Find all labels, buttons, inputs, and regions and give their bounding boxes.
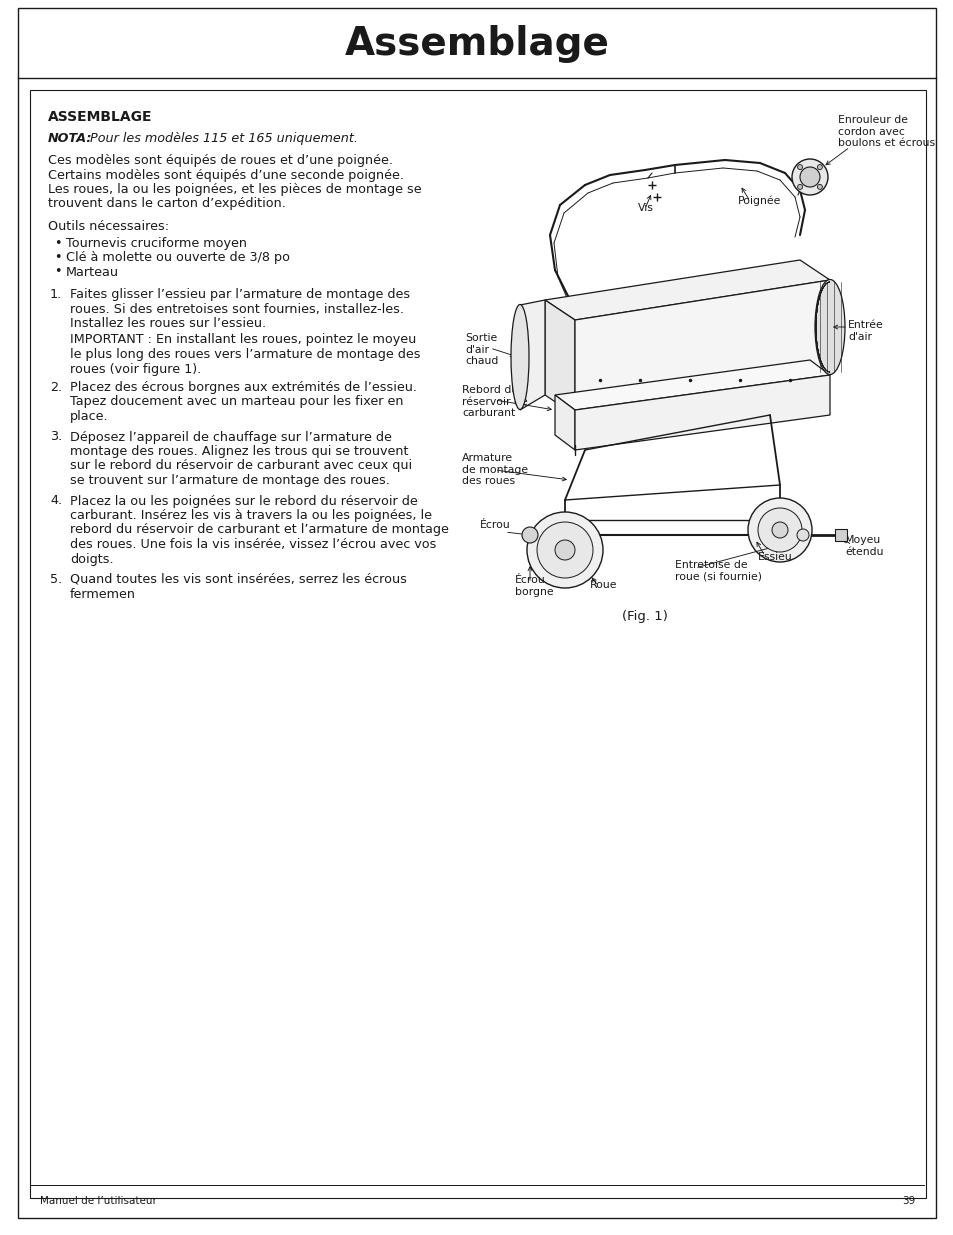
Ellipse shape [814, 279, 844, 374]
Text: montage des roues. Alignez les trous qui se trouvent: montage des roues. Alignez les trous qui… [70, 445, 408, 458]
Text: le plus long des roues vers l’armature de montage des: le plus long des roues vers l’armature d… [70, 348, 420, 361]
Ellipse shape [511, 305, 529, 410]
Text: (Fig. 1): (Fig. 1) [621, 610, 667, 622]
Text: Tapez doucement avec un marteau pour les fixer en: Tapez doucement avec un marteau pour les… [70, 395, 403, 409]
Text: Clé à molette ou ouverte de 3/8 po: Clé à molette ou ouverte de 3/8 po [66, 251, 290, 264]
Text: Outils nécessaires:: Outils nécessaires: [48, 220, 169, 233]
Text: place.: place. [70, 410, 109, 424]
Circle shape [771, 522, 787, 538]
Text: Pour les modèles 115 et 165 uniquement.: Pour les modèles 115 et 165 uniquement. [86, 132, 357, 144]
Circle shape [797, 184, 801, 189]
Text: Certains modèles sont équipés d’une seconde poignée.: Certains modèles sont équipés d’une seco… [48, 168, 403, 182]
Text: Sortie
d'air
chaud: Sortie d'air chaud [464, 333, 497, 367]
Text: roues. Si des entretoises sont fournies, installez-les.: roues. Si des entretoises sont fournies,… [70, 303, 403, 315]
Text: ASSEMBLAGE: ASSEMBLAGE [48, 110, 152, 124]
Text: Poignée: Poignée [738, 195, 781, 205]
Text: Armature
de montage
des roues: Armature de montage des roues [461, 453, 528, 487]
Text: Déposez l’appareil de chauffage sur l’armature de: Déposez l’appareil de chauffage sur l’ar… [70, 431, 392, 443]
Bar [834, 529, 846, 541]
Text: doigts.: doigts. [70, 552, 113, 566]
Text: 2.: 2. [50, 382, 62, 394]
Text: Écrou
borgne: Écrou borgne [515, 576, 553, 597]
Text: fermemen: fermemen [70, 588, 136, 600]
Circle shape [758, 508, 801, 552]
Text: Placez la ou les poignées sur le rebord du réservoir de: Placez la ou les poignées sur le rebord … [70, 494, 417, 508]
Text: Les roues, la ou les poignées, et les pièces de montage se: Les roues, la ou les poignées, et les pi… [48, 183, 421, 196]
Bar [30, 90, 925, 1198]
Text: •: • [54, 236, 61, 249]
Text: Faites glisser l’essieu par l’armature de montage des: Faites glisser l’essieu par l’armature d… [70, 288, 410, 301]
Text: Essieu: Essieu [758, 552, 792, 562]
Text: Entretoise de
roue (si fournie): Entretoise de roue (si fournie) [675, 559, 761, 582]
Polygon shape [575, 375, 829, 450]
Text: 5.: 5. [50, 573, 62, 585]
Text: Vis: Vis [638, 203, 653, 212]
Text: Tournevis cruciforme moyen: Tournevis cruciforme moyen [66, 236, 247, 249]
Text: 39: 39 [901, 1195, 914, 1207]
Circle shape [791, 159, 827, 195]
Polygon shape [544, 261, 829, 320]
Text: se trouvent sur l’armature de montage des roues.: se trouvent sur l’armature de montage de… [70, 474, 390, 487]
Polygon shape [555, 359, 829, 410]
Text: Écrou: Écrou [479, 520, 510, 530]
Circle shape [796, 529, 808, 541]
Polygon shape [519, 300, 544, 410]
Text: des roues. Une fois la vis insérée, vissez l’écrou avec vos: des roues. Une fois la vis insérée, viss… [70, 538, 436, 551]
Text: rebord du réservoir de carburant et l’armature de montage: rebord du réservoir de carburant et l’ar… [70, 524, 449, 536]
Circle shape [800, 167, 820, 186]
Text: Roue: Roue [589, 580, 617, 590]
Text: Enrouleur de
cordon avec
boulons et écrous: Enrouleur de cordon avec boulons et écro… [837, 115, 934, 148]
Polygon shape [544, 300, 575, 415]
Circle shape [817, 164, 821, 169]
Text: Quand toutes les vis sont insérées, serrez les écrous: Quand toutes les vis sont insérées, serr… [70, 573, 406, 585]
Circle shape [555, 540, 575, 559]
Circle shape [817, 184, 821, 189]
Text: •: • [54, 266, 61, 279]
Circle shape [521, 527, 537, 543]
Text: Entrée
d'air: Entrée d'air [847, 320, 882, 342]
Text: 1.: 1. [50, 288, 62, 301]
Polygon shape [575, 280, 829, 415]
Text: Placez des écrous borgnes aux extrémités de l’essieu.: Placez des écrous borgnes aux extrémités… [70, 382, 416, 394]
Text: 4.: 4. [50, 494, 62, 508]
Text: 3.: 3. [50, 431, 62, 443]
Circle shape [747, 498, 811, 562]
Text: Manuel de l’utilisateur: Manuel de l’utilisateur [40, 1195, 156, 1207]
Text: trouvent dans le carton d’expédition.: trouvent dans le carton d’expédition. [48, 198, 286, 210]
Text: IMPORTANT : En installant les roues, pointez le moyeu: IMPORTANT : En installant les roues, poi… [70, 333, 416, 347]
Circle shape [797, 164, 801, 169]
Text: Assemblage: Assemblage [344, 25, 609, 63]
Circle shape [526, 513, 602, 588]
Text: roues (voir figure 1).: roues (voir figure 1). [70, 363, 201, 375]
Text: carburant. Insérez les vis à travers la ou les poignées, le: carburant. Insérez les vis à travers la … [70, 509, 432, 522]
Circle shape [537, 522, 593, 578]
Text: Marteau: Marteau [66, 266, 119, 279]
Text: sur le rebord du réservoir de carburant avec ceux qui: sur le rebord du réservoir de carburant … [70, 459, 412, 473]
Text: Ces modèles sont équipés de roues et d’une poignée.: Ces modèles sont équipés de roues et d’u… [48, 154, 393, 167]
Text: Rebord du
réservoir de
carburant: Rebord du réservoir de carburant [461, 385, 527, 419]
Polygon shape [555, 395, 575, 450]
Text: NOTA:: NOTA: [48, 132, 92, 144]
Text: Installez les roues sur l’essieu.: Installez les roues sur l’essieu. [70, 317, 266, 330]
Text: •: • [54, 251, 61, 264]
Text: Moyeu
étendu: Moyeu étendu [844, 535, 882, 557]
